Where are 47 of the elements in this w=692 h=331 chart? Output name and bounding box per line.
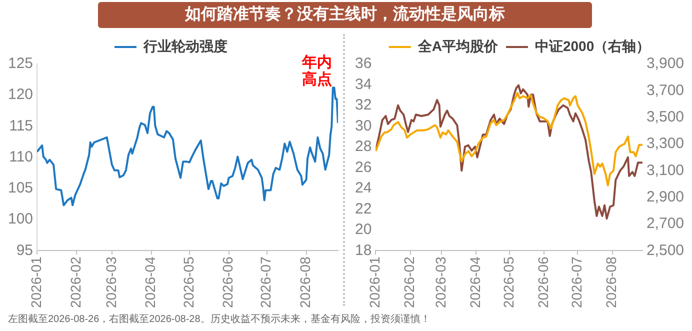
x-tick-label: 2026-07 — [258, 256, 274, 308]
x-tick-label: 2026-01 — [366, 256, 383, 308]
y-tick-label: 18 — [354, 242, 372, 259]
x-tick-label: 2026-07 — [568, 256, 585, 308]
y2-tick-label: 3,700 — [646, 82, 684, 99]
y-tick-label: 24 — [354, 180, 372, 197]
x-tick-label: 2026-06 — [535, 256, 552, 308]
y2-tick-label: 3,300 — [646, 135, 684, 152]
y-tick-label: 125 — [8, 55, 34, 72]
y-tick-label: 20 — [354, 221, 372, 238]
y-tick-label: 30 — [354, 117, 372, 134]
chart-title: 如何踏准节奏？没有主线时，流动性是风向标 — [98, 2, 592, 28]
y-tick-label: 28 — [354, 138, 372, 156]
y-tick-label: 120 — [8, 86, 34, 104]
x-tick-label: 2026-08 — [603, 256, 620, 308]
x-tick-label: 2026-01 — [28, 256, 44, 308]
x-tick-label: 2026-04 — [142, 256, 158, 308]
y2-tick-label: 2,900 — [646, 188, 684, 206]
x-tick-label: 2026-03 — [432, 256, 448, 308]
y-tick-label: 32 — [354, 96, 372, 114]
y-tick-label: 22 — [354, 200, 372, 218]
x-tick-label: 2026-06 — [220, 256, 236, 308]
legend-label: 全A平均股价 — [416, 38, 499, 54]
y-tick-label: 95 — [16, 242, 34, 259]
x-tick-label: 2026-05 — [500, 256, 516, 308]
x-tick-label: 2026-02 — [401, 256, 418, 308]
y-tick-label: 105 — [8, 180, 34, 197]
y2-tick-label: 2,500 — [646, 242, 684, 259]
x-tick-label: 2026-08 — [297, 256, 314, 308]
x-tick-label: 2026-02 — [67, 256, 84, 308]
legend-label: 中证2000（右轴） — [534, 38, 650, 54]
y-tick-label: 34 — [354, 76, 372, 93]
y2-tick-label: 2,700 — [646, 215, 684, 232]
text: 左图截至2026-08-26，右图截至2026-08-28。历史收益不预示未来，基金有风险，投资须谨慎！ — [8, 312, 430, 326]
y-tick-label: 110 — [9, 148, 34, 166]
y2-tick-label: 3,900 — [646, 55, 684, 72]
y-tick-label: 100 — [8, 210, 34, 228]
x-tick-label: 2026-05 — [180, 256, 196, 308]
y2-tick-label: 3,100 — [646, 162, 684, 179]
y2-tick-label: 3,500 — [646, 108, 684, 126]
x-tick-label: 2026-04 — [467, 256, 484, 308]
legend-label: 行业轮动强度 — [142, 38, 228, 54]
y-tick-label: 26 — [354, 158, 372, 176]
y-tick-label: 36 — [354, 55, 372, 72]
x-tick-label: 2026-03 — [102, 256, 119, 308]
annotation: 年内高点 — [300, 53, 332, 88]
y-tick-label: 115 — [9, 117, 34, 134]
